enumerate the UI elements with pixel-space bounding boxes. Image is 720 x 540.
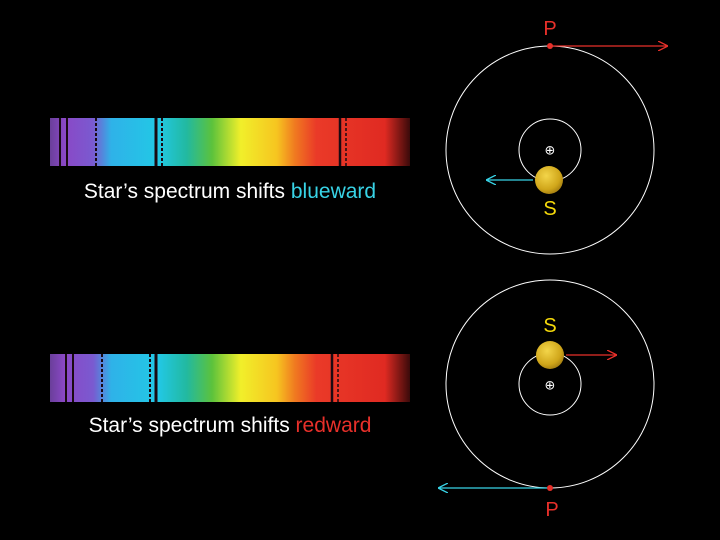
spectrum-band: [50, 118, 410, 166]
planet: [547, 485, 553, 491]
orbit-diagram-top: ⊕ S P: [445, 18, 668, 255]
barycenter-symbol: ⊕: [545, 379, 556, 394]
caption-redward: Star’s spectrum shifts redward: [0, 414, 460, 438]
spectrum-strip-redshifted: [50, 354, 410, 402]
absorption-lines: [59, 118, 347, 166]
caption-highlight-blueward: blueward: [290, 180, 377, 203]
orbit-diagram-bottom: ⊕ S P: [438, 279, 655, 521]
planet-label: P: [543, 18, 556, 40]
caption-highlight-redward: redward: [295, 414, 372, 437]
star: [536, 341, 564, 369]
spectrum-strip-blueshifted: [50, 118, 410, 166]
caption-text: Star’s spectrum shifts: [83, 180, 291, 203]
caption-blueward: Star’s spectrum shifts blueward: [0, 180, 460, 204]
star-label: S: [543, 315, 556, 337]
planet-label: P: [545, 499, 558, 521]
barycenter-symbol: ⊕: [545, 144, 556, 159]
spectrum-band: [50, 354, 410, 402]
absorption-lines: [65, 354, 339, 402]
planet: [547, 43, 553, 49]
star-label: S: [543, 198, 556, 220]
caption-text: Star’s spectrum shifts: [88, 414, 296, 437]
star: [535, 166, 563, 194]
